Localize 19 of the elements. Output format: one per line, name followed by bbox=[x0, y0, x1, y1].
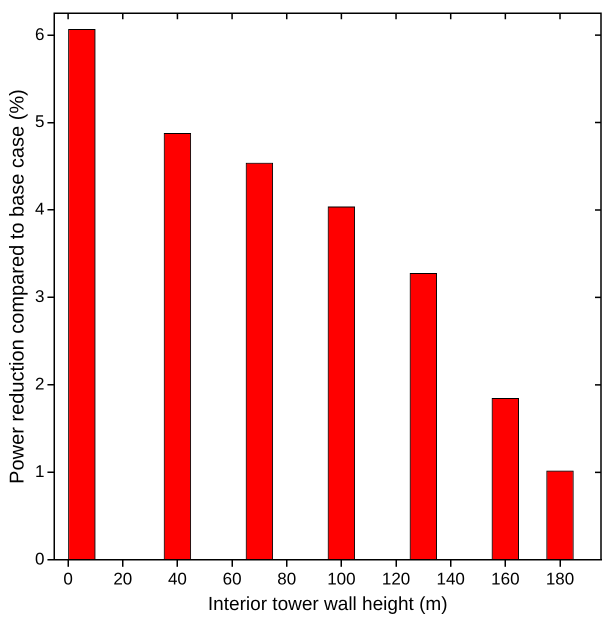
x-axis-title: Interior tower wall height (m) bbox=[208, 594, 448, 615]
x-tick-label: 80 bbox=[277, 570, 296, 589]
x-tick-label: 100 bbox=[327, 570, 356, 589]
y-axis-title: Power reduction compared to base case (%) bbox=[6, 89, 29, 484]
y-tick-label: 2 bbox=[34, 374, 44, 394]
y-tick-label: 5 bbox=[34, 112, 44, 132]
x-tick-label: 180 bbox=[546, 570, 574, 589]
y-tick-label: 0 bbox=[34, 549, 44, 568]
y-tick-label: 6 bbox=[34, 24, 44, 44]
x-tick-label: 120 bbox=[382, 570, 410, 589]
x-tick-label: 140 bbox=[436, 570, 465, 589]
y-tick-label: 3 bbox=[34, 287, 44, 306]
x-tick-label: 20 bbox=[113, 570, 132, 589]
y-tick-label: 4 bbox=[34, 200, 44, 219]
x-tick-label: 60 bbox=[222, 570, 242, 589]
x-tick-label: 40 bbox=[168, 570, 187, 589]
x-tick-label: 0 bbox=[63, 570, 73, 589]
y-tick-label: 1 bbox=[34, 462, 44, 482]
x-tick-label: 160 bbox=[491, 570, 520, 589]
